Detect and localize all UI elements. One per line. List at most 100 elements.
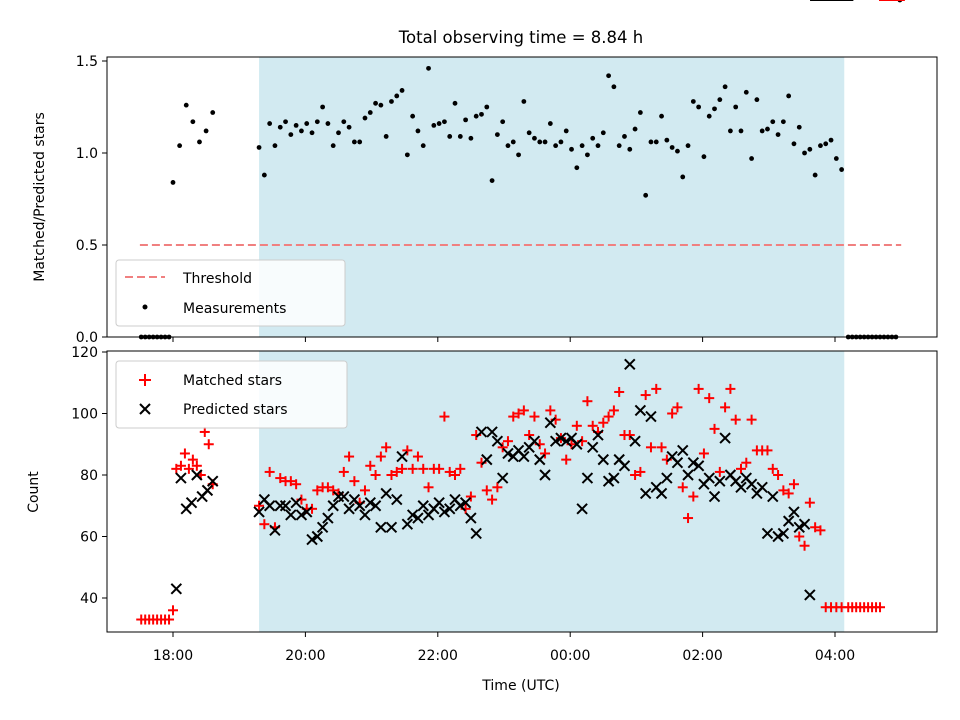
y-tick-label: 1.0 bbox=[76, 146, 98, 162]
measurement-point bbox=[367, 110, 373, 115]
matched-star-point bbox=[487, 494, 498, 505]
matched-star-point bbox=[561, 454, 572, 465]
predicted-star-point bbox=[502, 447, 514, 460]
predicted-star-point bbox=[804, 589, 816, 601]
measurement-point bbox=[479, 111, 484, 117]
matched-star-point bbox=[614, 386, 625, 397]
matched-star-point bbox=[799, 540, 810, 551]
measurement-point bbox=[373, 100, 378, 106]
measurement-point bbox=[415, 128, 421, 134]
legend-predicted-label: Predicted stars bbox=[183, 402, 288, 418]
matched-star-point bbox=[402, 445, 413, 456]
predicted-star-point bbox=[253, 506, 265, 518]
measurement-point bbox=[786, 93, 792, 99]
top-x-ticks bbox=[172, 337, 836, 342]
matched-star-point bbox=[502, 436, 513, 447]
legend-measurements-label: Measurements bbox=[183, 301, 286, 317]
measurement-point bbox=[595, 143, 601, 149]
predicted-star-point bbox=[671, 456, 684, 469]
measurement-point bbox=[611, 84, 617, 90]
matched-star-point bbox=[735, 463, 746, 474]
predicted-star-point bbox=[687, 456, 700, 469]
matched-star-point bbox=[254, 500, 265, 511]
predicted-star-point bbox=[555, 432, 567, 444]
predicted-star-point bbox=[518, 450, 530, 463]
predicted-star-point bbox=[322, 512, 334, 524]
predicted-star-point bbox=[353, 500, 366, 512]
predicted-star-point bbox=[369, 500, 382, 512]
predicted-star-point bbox=[745, 478, 758, 490]
predicted-star-point bbox=[207, 475, 219, 487]
measurement-point bbox=[473, 113, 479, 119]
matched-star-point bbox=[179, 448, 190, 459]
matched-star-point bbox=[746, 414, 757, 425]
measurement-point bbox=[330, 143, 336, 149]
predicted-star-point bbox=[581, 472, 594, 484]
y-tick-label: 40 bbox=[80, 591, 98, 607]
matched-star-point bbox=[667, 408, 678, 419]
x-tick-label: 18:00 bbox=[153, 648, 193, 664]
predicted-star-point bbox=[269, 524, 281, 537]
matched-star-point bbox=[365, 460, 376, 471]
measurement-point bbox=[532, 135, 537, 141]
predicted-star-point bbox=[263, 500, 276, 512]
measurement-point bbox=[690, 99, 696, 104]
predicted-star-point bbox=[772, 530, 784, 543]
measurement-point bbox=[510, 139, 516, 145]
bottom-observing-window bbox=[259, 351, 845, 632]
measurement-point bbox=[765, 126, 770, 132]
predicted-star-point bbox=[602, 475, 615, 487]
measurement-point bbox=[780, 119, 786, 125]
matched-star-point bbox=[762, 445, 773, 456]
measurement-point bbox=[563, 128, 569, 134]
measurement-point bbox=[701, 154, 707, 160]
measurement-point bbox=[293, 123, 299, 128]
measurement-point bbox=[203, 128, 209, 134]
measurement-point bbox=[394, 93, 400, 99]
matched-star-point bbox=[698, 448, 709, 459]
predicted-star-point bbox=[528, 435, 541, 447]
measurement-point bbox=[637, 110, 643, 115]
predicted-star-point bbox=[634, 404, 647, 417]
matched-star-point bbox=[773, 470, 784, 480]
y-tick-label: 0.0 bbox=[76, 330, 98, 346]
measurement-point bbox=[468, 135, 474, 141]
measurement-point bbox=[272, 143, 278, 149]
matched-star-point bbox=[677, 482, 688, 493]
predicted-star-point bbox=[417, 500, 429, 512]
predicted-star-point bbox=[761, 527, 774, 540]
matched-star-point bbox=[375, 451, 386, 462]
matched-star-point bbox=[545, 405, 556, 416]
top-y-ticks: 0.0 0.5 1.0 1.5 bbox=[76, 54, 107, 346]
matched-star-point bbox=[264, 466, 275, 477]
matched-star-point bbox=[804, 497, 815, 508]
predicted-star-point bbox=[279, 500, 292, 512]
measurement-point bbox=[210, 110, 216, 115]
matched-star-point bbox=[407, 463, 418, 474]
predicted-star-point bbox=[655, 487, 668, 500]
predicted-star-point bbox=[735, 481, 747, 494]
predicted-star-point bbox=[798, 518, 811, 530]
matched-star-point bbox=[412, 451, 423, 462]
legend-threshold-label: Threshold bbox=[182, 271, 252, 287]
matched-star-point bbox=[714, 466, 725, 477]
measurement-point bbox=[553, 143, 559, 149]
matched-star-point bbox=[381, 442, 392, 453]
matched-star-point bbox=[651, 383, 662, 394]
bottom-legend: Matched stars Predicted stars bbox=[115, 360, 348, 429]
measurement-point bbox=[807, 146, 813, 152]
y-tick-label: 1.5 bbox=[76, 54, 98, 70]
measurement-point bbox=[426, 65, 431, 71]
matched-star-point bbox=[418, 463, 429, 474]
measurement-point bbox=[351, 139, 357, 145]
predicted-star-point bbox=[311, 530, 324, 543]
measurement-point bbox=[457, 134, 463, 139]
predicted-star-point bbox=[756, 481, 768, 494]
matched-star-point bbox=[164, 614, 175, 625]
measurement-points bbox=[138, 0, 903, 340]
measurement-point bbox=[775, 132, 781, 138]
top-y-axis-label: Matched/Predicted stars bbox=[32, 112, 48, 282]
measurement-point bbox=[770, 119, 776, 125]
x-tick-label: 22:00 bbox=[418, 648, 458, 664]
